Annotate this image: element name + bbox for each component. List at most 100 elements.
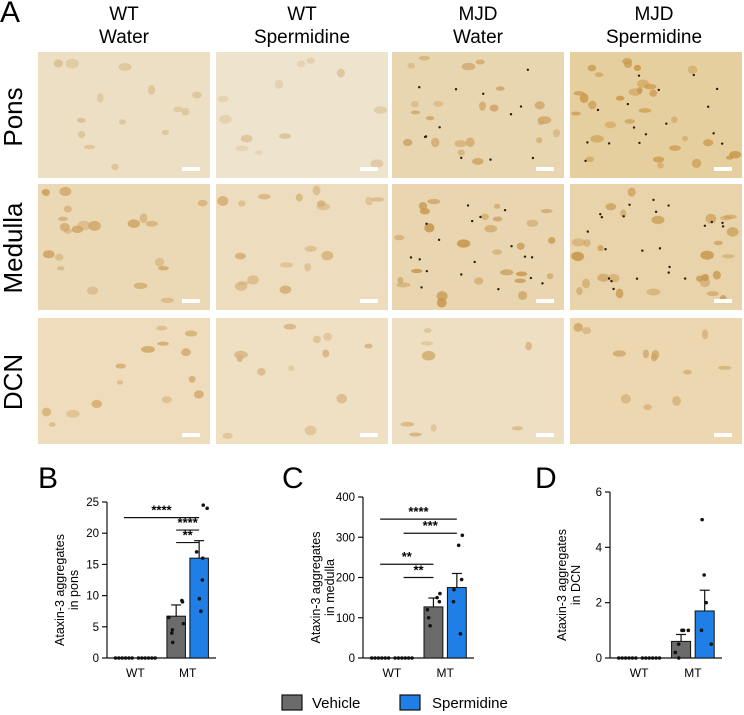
data-point bbox=[657, 656, 662, 660]
significance-label: ** bbox=[183, 528, 194, 543]
data-point bbox=[640, 656, 645, 660]
column-label-wt-water-line2: Water bbox=[99, 27, 150, 48]
data-point bbox=[681, 628, 686, 633]
data-point bbox=[709, 642, 714, 646]
panel-c-letter: C bbox=[282, 462, 304, 495]
data-point bbox=[676, 656, 681, 660]
micrograph-grid bbox=[38, 52, 742, 444]
data-point bbox=[623, 656, 628, 660]
data-point bbox=[452, 587, 456, 592]
scale-bar bbox=[182, 433, 200, 437]
micrograph-dcn-wt-water bbox=[38, 318, 210, 444]
panel-a-letter: A bbox=[0, 0, 20, 29]
significance-label: ** bbox=[413, 563, 424, 578]
micrograph-dcn-mjd-spermidine bbox=[570, 318, 742, 444]
micrograph-medulla-mjd-water bbox=[392, 184, 564, 310]
data-point bbox=[403, 656, 408, 660]
row-label-medulla: Medulla bbox=[0, 202, 28, 294]
data-point bbox=[393, 656, 397, 660]
data-point bbox=[630, 656, 635, 660]
y-tick-label: 20 bbox=[86, 528, 99, 540]
y-tick-label: 5 bbox=[93, 622, 99, 634]
data-point bbox=[181, 621, 186, 626]
panel-b-letter: B bbox=[38, 462, 58, 495]
data-point bbox=[451, 599, 456, 604]
data-point bbox=[180, 600, 185, 604]
data-point bbox=[140, 656, 144, 660]
data-point bbox=[704, 600, 708, 605]
y-tick-label: 300 bbox=[336, 532, 355, 544]
data-point bbox=[200, 556, 205, 560]
data-point bbox=[123, 656, 128, 660]
micrograph-pons-mjd-spermidine bbox=[570, 52, 742, 178]
data-point bbox=[654, 656, 658, 660]
significance-label: **** bbox=[151, 503, 172, 518]
scale-bar bbox=[182, 299, 200, 303]
micrograph-dcn-wt-spermidine bbox=[216, 318, 388, 444]
scale-bar bbox=[360, 299, 378, 303]
y-tick-label: 2 bbox=[596, 598, 602, 610]
data-point bbox=[200, 578, 205, 582]
y-tick-label: 6 bbox=[596, 487, 602, 499]
data-point bbox=[386, 656, 391, 660]
y-axis-title-line2: in DCN bbox=[569, 565, 583, 605]
data-point bbox=[676, 642, 681, 646]
x-tick-label-wt: WT bbox=[383, 666, 402, 680]
data-point bbox=[456, 543, 461, 548]
x-tick-label-mt: MT bbox=[436, 666, 454, 680]
scale-bar bbox=[536, 299, 554, 303]
data-point bbox=[627, 656, 631, 660]
bar-spermidine-mt bbox=[446, 587, 467, 659]
data-point bbox=[437, 599, 442, 604]
scale-bar bbox=[714, 433, 732, 437]
y-axis-title-line1: Ataxin-3 aggregates bbox=[309, 532, 323, 644]
data-point bbox=[150, 656, 154, 660]
y-tick-label: 4 bbox=[596, 542, 603, 554]
scale-bar bbox=[536, 433, 554, 437]
data-point bbox=[426, 615, 431, 620]
data-point bbox=[650, 656, 655, 660]
data-point bbox=[199, 609, 203, 613]
y-tick-label: 100 bbox=[336, 613, 355, 625]
y-tick-label: 0 bbox=[596, 653, 602, 665]
data-point bbox=[120, 656, 124, 660]
legend-label-spermidine: Spermidine bbox=[432, 695, 508, 712]
data-point bbox=[702, 573, 706, 577]
data-point bbox=[170, 628, 175, 632]
column-label-wt-spermidine-line2: Spermidine bbox=[254, 27, 350, 48]
micrograph-pons-mjd-water bbox=[392, 52, 564, 178]
data-point bbox=[130, 656, 134, 660]
y-tick-label: 25 bbox=[86, 497, 99, 509]
column-label-mjd-water-line1: MJD bbox=[458, 4, 497, 25]
micrograph-medulla-mjd-spermidine bbox=[570, 184, 742, 310]
data-point bbox=[205, 506, 209, 511]
panel-d-letter: D bbox=[535, 462, 557, 495]
data-point bbox=[113, 656, 118, 660]
data-point bbox=[435, 595, 439, 600]
y-axis-title-line1: Ataxin-3 aggregates bbox=[555, 529, 569, 641]
data-point bbox=[425, 607, 430, 612]
scale-bar bbox=[360, 167, 378, 171]
data-point bbox=[700, 517, 704, 522]
data-point bbox=[194, 550, 199, 554]
data-point bbox=[127, 656, 131, 660]
scale-bar bbox=[714, 299, 732, 303]
data-point bbox=[146, 656, 151, 660]
column-label-wt-spermidine-line1: WT bbox=[287, 4, 317, 25]
bar-spermidine-mt bbox=[189, 557, 209, 659]
data-point bbox=[458, 632, 463, 636]
data-point bbox=[647, 656, 652, 660]
data-point bbox=[616, 656, 621, 660]
micrograph-pons-wt-spermidine bbox=[216, 52, 388, 178]
data-point bbox=[373, 656, 377, 660]
column-label-mjd-water-line2: Water bbox=[453, 27, 504, 48]
data-point bbox=[170, 631, 174, 635]
x-tick-label-mt: MT bbox=[684, 666, 702, 680]
data-point bbox=[153, 656, 157, 660]
x-tick-label-wt: WT bbox=[630, 666, 649, 680]
x-tick-label-wt: WT bbox=[126, 666, 145, 680]
data-point bbox=[383, 656, 388, 660]
data-point bbox=[396, 656, 401, 660]
bar-vehicle-mt bbox=[423, 606, 444, 659]
